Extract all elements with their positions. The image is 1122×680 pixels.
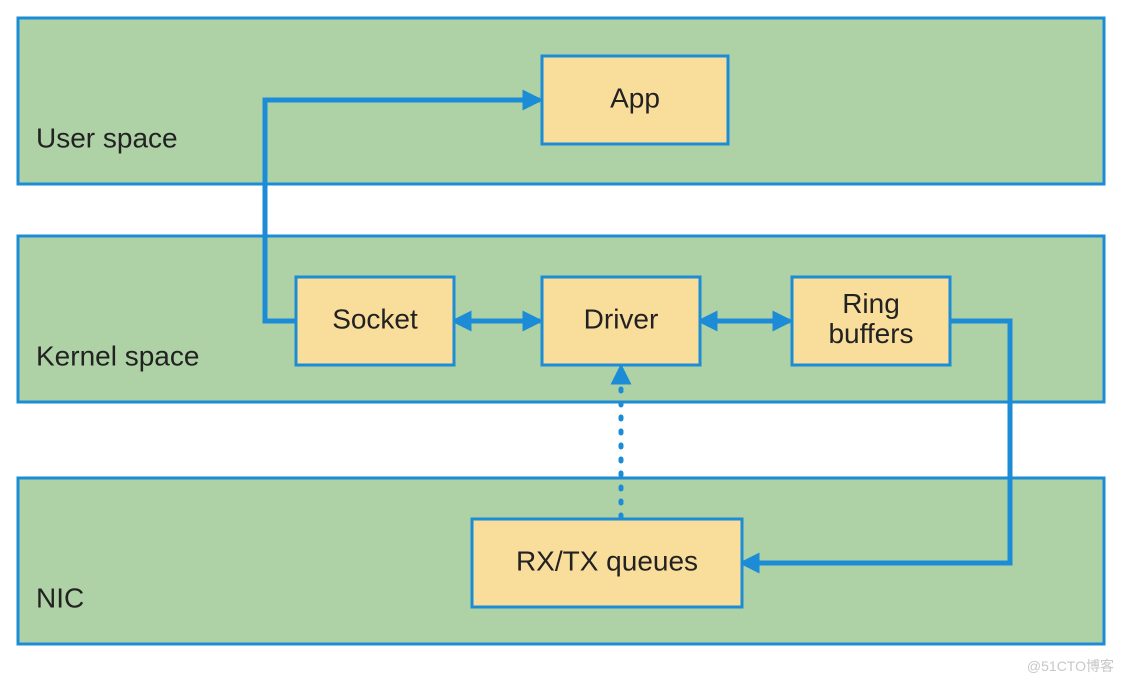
node-socket-label: Socket (332, 303, 418, 334)
node-driver: Driver (542, 277, 700, 365)
node-driver-label: Driver (584, 303, 659, 334)
node-app: App (542, 56, 728, 144)
node-socket: Socket (296, 277, 454, 365)
region-user-space-label: User space (36, 122, 178, 153)
region-kernel-space-label: Kernel space (36, 340, 199, 371)
region-nic-label: NIC (36, 582, 84, 613)
node-ringbuffers: Ringbuffers (792, 277, 950, 365)
watermark: @51CTO博客 (1027, 658, 1114, 674)
node-app-label: App (610, 82, 660, 113)
node-rxtx-label: RX/TX queues (516, 545, 698, 576)
node-rxtx: RX/TX queues (472, 519, 742, 607)
